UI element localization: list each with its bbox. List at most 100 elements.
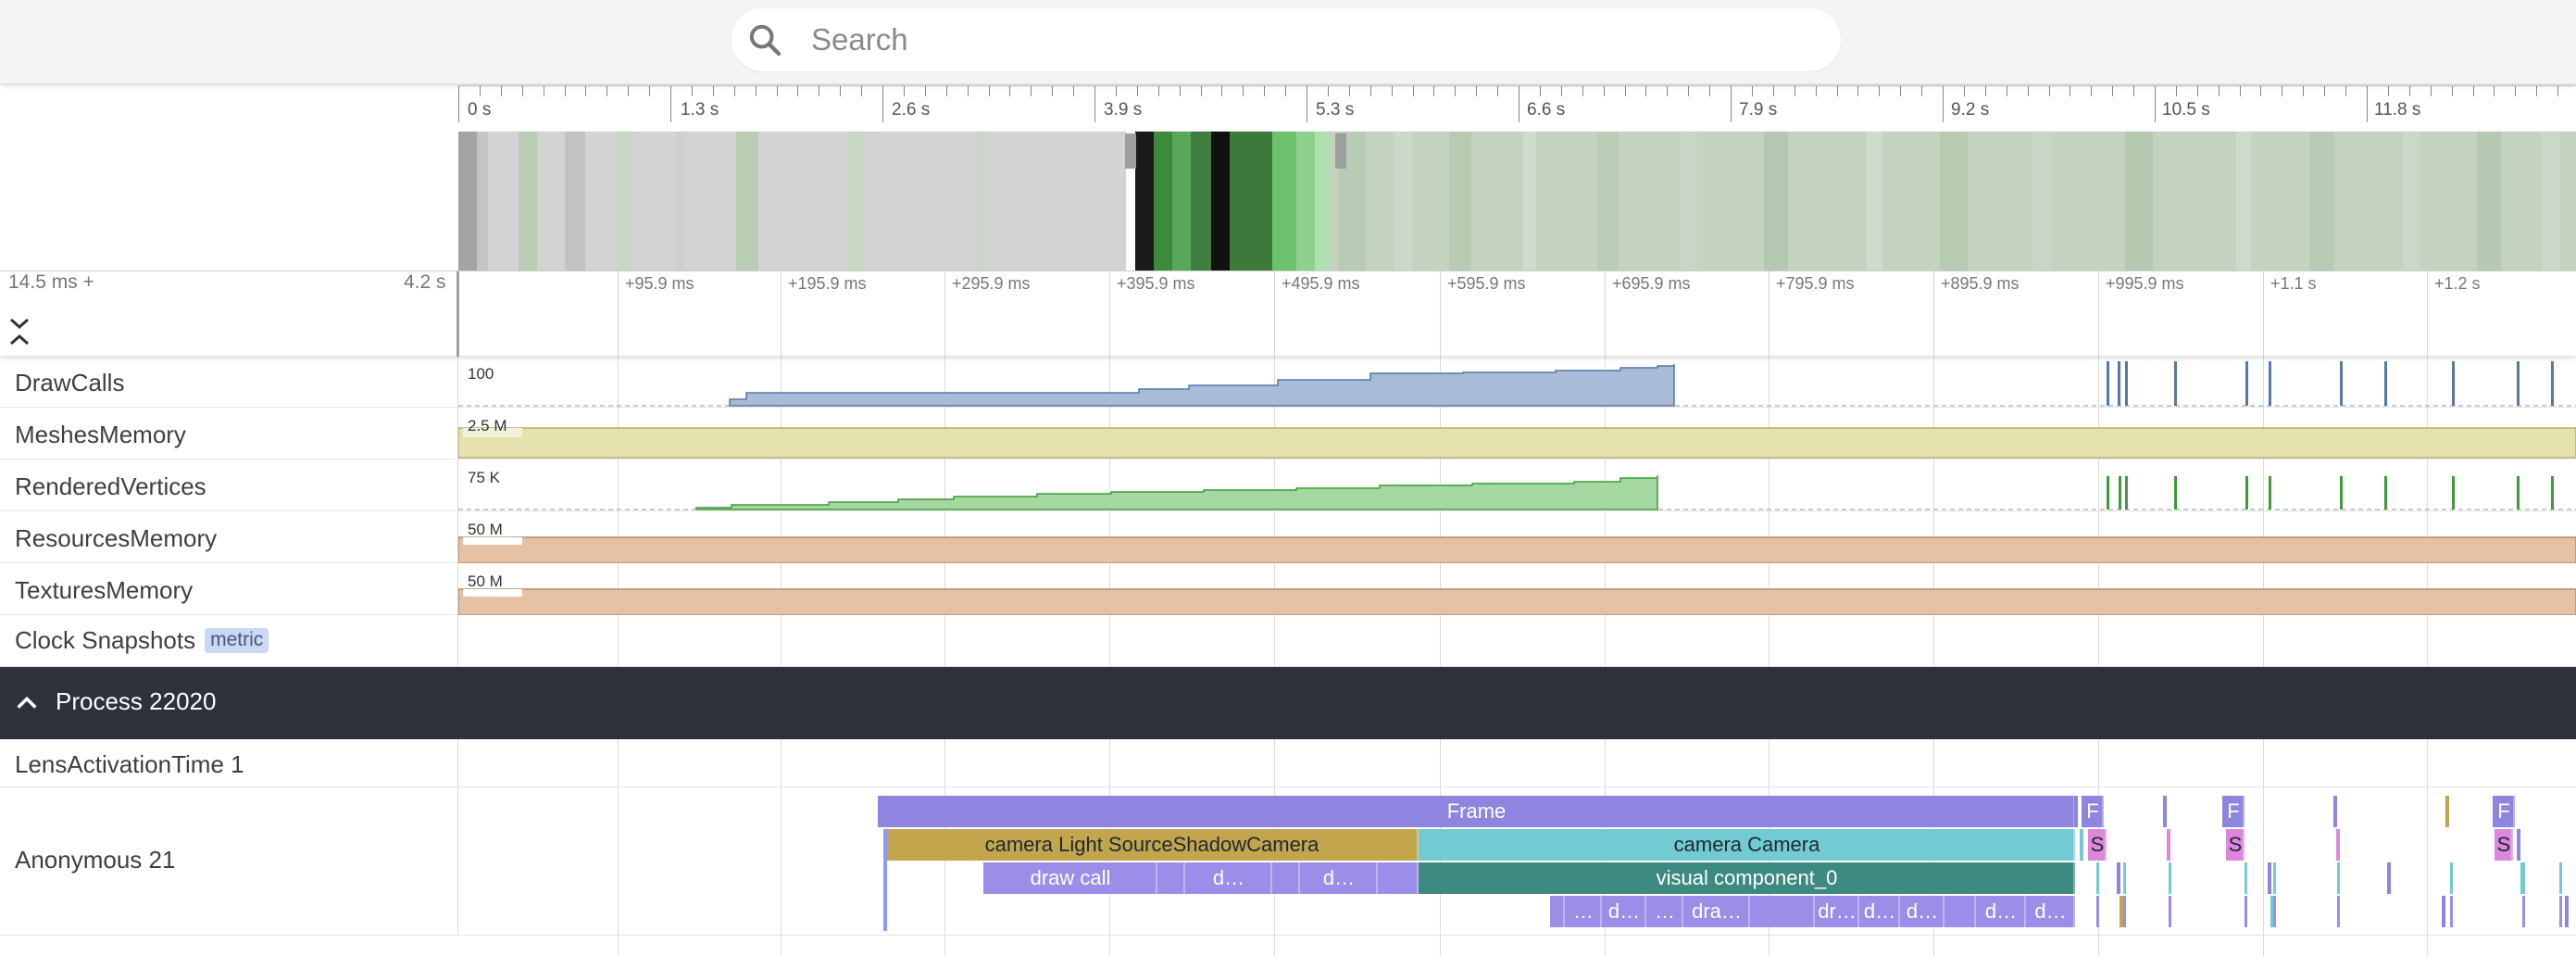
overview-band <box>1523 132 1536 270</box>
meshes-memory-area <box>458 427 2576 459</box>
slice-draw-call[interactable]: d… <box>1900 896 1945 927</box>
track-title: LensActivationTime 1 <box>15 750 244 778</box>
draw-calls-spike <box>2118 361 2120 406</box>
track-lens-activation-time[interactable]: LensActivationTime 1 <box>0 739 2576 787</box>
slice-frame[interactable]: F <box>2222 796 2245 827</box>
overview-band <box>565 132 585 270</box>
slice-draw-call[interactable] <box>1272 862 1300 894</box>
slice-frame[interactable]: F <box>2082 796 2104 827</box>
rendered-vertices-counter-chart[interactable] <box>458 459 2576 511</box>
overview-tick-label: 5.3 s <box>1316 100 1355 120</box>
track-title: Clock Snapshots metric <box>15 626 269 655</box>
slice-draw-call[interactable]: d… <box>2026 896 2075 927</box>
track-scale-label: 75 K <box>468 469 500 486</box>
overview-band <box>736 132 758 270</box>
slice-draw-call[interactable]: d… <box>1859 896 1900 927</box>
process-group-header[interactable]: Process 22020 <box>0 667 2576 739</box>
overview-band <box>1597 132 1618 270</box>
detail-tick-label: +1.1 s <box>2270 274 2317 293</box>
overview-band <box>2477 132 2501 270</box>
overview-drag-handle[interactable] <box>1125 133 1136 169</box>
slice-draw-call[interactable]: dra… <box>1683 896 1750 927</box>
detail-tick-label: +395.9 ms <box>1117 274 1195 293</box>
draw-calls-spike <box>2551 361 2554 406</box>
slice-draw-call[interactable]: d… <box>1300 862 1378 894</box>
draw-calls-spike <box>2107 361 2109 406</box>
tiny-slice <box>2167 829 2170 861</box>
slice-s[interactable]: S <box>2495 829 2513 861</box>
slice-shadow-camera[interactable]: camera Light SourceShadowCamera <box>885 829 1419 861</box>
track-resources-memory[interactable]: ResourcesMemory 50 M <box>0 511 2576 563</box>
textures-memory-counter-chart[interactable] <box>458 563 2576 615</box>
overview-activity-heatmap[interactable] <box>458 132 2576 270</box>
slice-draw-call[interactable] <box>1157 862 1185 894</box>
search-input[interactable] <box>811 18 1811 62</box>
slice-draw-call[interactable]: d… <box>1185 862 1272 894</box>
slice-frame[interactable]: Frame <box>878 796 2075 827</box>
slice-draw-call[interactable] <box>1945 896 1976 927</box>
slice-s[interactable]: S <box>2226 829 2245 861</box>
overview-drag-handle[interactable] <box>1335 133 1346 169</box>
detail-tick <box>781 271 782 357</box>
overview-band <box>1172 132 1191 270</box>
rendered-vertices-spike <box>2245 476 2248 509</box>
rendered-vertices-spike <box>2125 476 2128 509</box>
track-textures-memory[interactable]: TexturesMemory 50 M <box>0 563 2576 615</box>
detail-time-ruler[interactable]: 14.5 ms + 4.2 s +95.9 ms +195.9 ms +295.9 … <box>0 270 2576 357</box>
slice-draw-call[interactable] <box>1550 896 1565 927</box>
meshes-memory-counter-chart[interactable] <box>458 408 2576 459</box>
detail-tick-label: +595.9 ms <box>1447 274 1526 293</box>
tiny-slice <box>2450 862 2453 894</box>
tiny-slice <box>2117 862 2120 894</box>
track-anonymous-21[interactable]: Anonymous 21 <box>0 787 2576 936</box>
draw-calls-spike <box>2384 361 2387 406</box>
track-shell <box>0 459 458 510</box>
panel-divider[interactable] <box>456 271 459 357</box>
slice-s[interactable]: S <box>2088 829 2107 861</box>
track-shell <box>0 787 458 935</box>
search-box[interactable] <box>732 8 1841 71</box>
detail-tick <box>1605 271 1606 357</box>
slice-visual-component[interactable]: visual component_0 <box>1419 862 2075 894</box>
overview-band <box>847 132 866 270</box>
slice-camera[interactable]: camera Camera <box>1419 829 2075 861</box>
slice-draw-call[interactable] <box>1750 896 1815 927</box>
track-rendered-vertices[interactable]: RenderedVertices 75 K <box>0 459 2576 511</box>
track-scale-label: 50 M <box>468 572 503 590</box>
rendered-vertices-spike <box>2174 476 2177 509</box>
slice-draw-call[interactable] <box>1378 862 1419 894</box>
track-draw-calls[interactable]: DrawCalls 100 <box>0 356 2576 408</box>
tiny-slices-overlay <box>883 796 2569 931</box>
tiny-slice <box>2559 896 2562 927</box>
track-title: RenderedVertices <box>15 472 206 500</box>
slice-draw-call[interactable]: dr… <box>1815 896 1859 927</box>
overview-band <box>1154 132 1172 270</box>
chevron-up-icon[interactable] <box>14 690 40 716</box>
tiny-slice <box>2336 829 2340 861</box>
tiny-slice <box>2450 896 2453 927</box>
draw-calls-counter-chart[interactable] <box>458 356 2576 408</box>
resources-memory-counter-chart[interactable] <box>458 511 2576 563</box>
detail-tick <box>618 271 619 357</box>
tiny-slice <box>2169 896 2171 927</box>
slice-draw-call[interactable]: … <box>1565 896 1602 927</box>
detail-tick <box>1933 271 1934 357</box>
slice-draw-call[interactable]: d… <box>1976 896 2026 927</box>
slice-draw-call[interactable]: draw call <box>983 862 1157 894</box>
slice-frame[interactable]: F <box>2493 796 2515 827</box>
track-meshes-memory[interactable]: MeshesMemory 2.5 M <box>0 408 2576 459</box>
overview-band <box>519 132 537 270</box>
tiny-slice <box>2163 796 2167 827</box>
overview-time-ruler[interactable]: 0 s 1.3 s 2.6 s 3.9 s 5.3 s 6.6 s 7.9 s … <box>458 85 2576 132</box>
tiny-slice <box>2445 796 2449 827</box>
draw-calls-spike <box>2452 361 2455 406</box>
overview-band <box>1315 132 1330 270</box>
detail-tick-label: +1.2 s <box>2434 274 2481 293</box>
overview-band <box>2542 132 2560 270</box>
tiny-slice <box>2273 862 2276 894</box>
slice-draw-call[interactable]: … <box>1646 896 1683 927</box>
collapse-all-icon[interactable] <box>7 316 31 349</box>
slice-draw-call[interactable]: d… <box>1602 896 1646 927</box>
track-clock-snapshots[interactable]: Clock Snapshots metric <box>0 615 2576 667</box>
overview-left-panel <box>0 85 458 270</box>
